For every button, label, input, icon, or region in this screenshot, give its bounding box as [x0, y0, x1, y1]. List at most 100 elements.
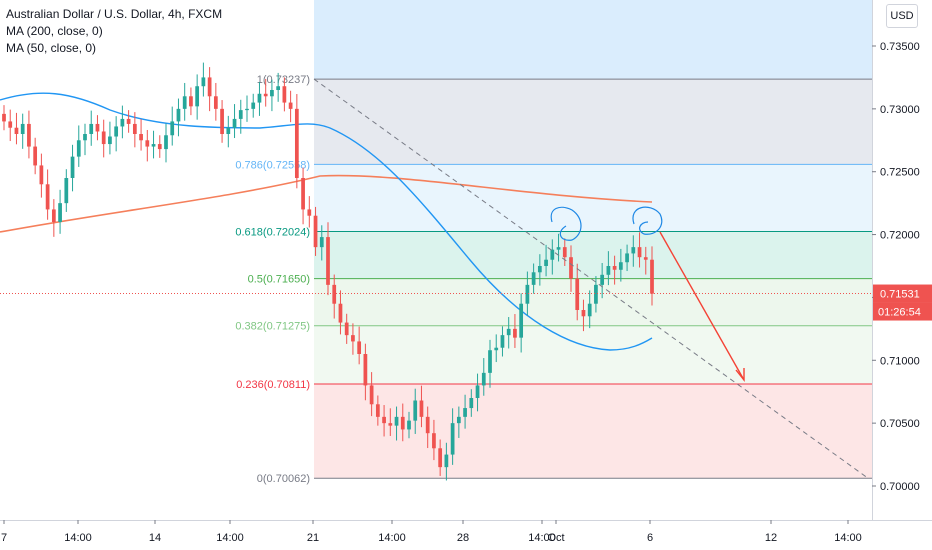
time-tick-label: 28 — [457, 532, 469, 544]
candle-body — [83, 134, 87, 141]
candle-body — [419, 400, 424, 417]
time-tick-label: 14:00 — [834, 532, 862, 544]
candle-body — [182, 96, 187, 109]
candle-body — [313, 215, 318, 248]
candle-body — [108, 136, 112, 145]
candle-body — [631, 247, 636, 254]
candle-body — [114, 126, 119, 137]
candle-body — [126, 118, 131, 124]
countdown-value: 01:26:54 — [878, 307, 921, 319]
projection-arrow[interactable] — [659, 231, 745, 381]
ma50-line[interactable] — [0, 92, 653, 351]
candle-body — [525, 284, 530, 304]
candle-body — [494, 347, 499, 351]
candle-body — [276, 86, 281, 90]
price-tick-label: 0.72000 — [880, 230, 920, 242]
candle-body — [319, 237, 324, 248]
time-axis[interactable] — [0, 520, 932, 550]
symbol-title[interactable]: Australian Dollar / U.S. Dollar, 4h, FXC… — [6, 7, 223, 21]
candle-body — [176, 108, 181, 122]
time-tick-label: 14:00 — [378, 532, 406, 544]
candle-body — [120, 118, 125, 127]
candle-body — [594, 284, 598, 304]
price-tick-label: 0.73000 — [880, 104, 920, 116]
candle-body — [513, 328, 517, 338]
candle-body — [238, 110, 243, 119]
fib-label-1: 1(0.73237) — [257, 74, 310, 86]
fib-zone-5 — [314, 384, 872, 479]
candle-body — [550, 249, 555, 260]
time-tick-label: 7 — [1, 532, 7, 544]
candle-body — [332, 284, 337, 304]
currency-button[interactable]: USD — [886, 4, 918, 28]
candle-body — [438, 448, 443, 468]
candle-body — [488, 350, 492, 373]
candle-body — [363, 354, 368, 386]
candle-body — [338, 303, 343, 323]
candle-body — [294, 108, 299, 178]
candle-body — [519, 303, 524, 338]
fib-label-0.382: 0.382(0.71275) — [235, 321, 310, 333]
candle-body — [307, 209, 312, 216]
candle-body — [226, 127, 231, 134]
candle-body — [220, 108, 224, 134]
marker-scribble-2[interactable] — [632, 206, 663, 235]
ma200-line[interactable] — [0, 174, 653, 233]
candle-body — [456, 416, 461, 424]
candle-body — [606, 266, 611, 275]
candle-body — [201, 77, 206, 87]
price-tick-label: 0.70500 — [880, 418, 920, 430]
trend-line[interactable] — [313, 78, 869, 479]
time-tick-label: 14 — [149, 532, 161, 544]
candle-body — [58, 203, 62, 222]
candle-body — [618, 262, 623, 270]
candle-body — [475, 385, 480, 398]
marker-scribble-1[interactable] — [550, 206, 582, 241]
countdown-badge — [873, 302, 932, 321]
candle-body — [145, 140, 150, 147]
indicator-ma50[interactable]: MA (50, close, 0) — [6, 41, 97, 55]
candle-body — [581, 310, 586, 317]
price-tick-label: 0.70000 — [880, 481, 920, 493]
candle-body — [506, 328, 511, 336]
candle-body — [388, 423, 393, 426]
candle-body — [463, 408, 467, 417]
time-tick-label: 21 — [307, 532, 319, 544]
candle-body — [139, 134, 143, 141]
candle-body — [432, 433, 436, 449]
candle-body — [556, 247, 561, 250]
fib-label-0: 0(0.70062) — [257, 473, 310, 485]
candle-body — [425, 416, 430, 434]
candle-body — [39, 165, 44, 185]
candle-body — [207, 77, 212, 97]
fib-label-0.618: 0.618(0.72024) — [235, 227, 310, 239]
candle-body — [232, 118, 237, 128]
last-price-badge — [873, 284, 932, 303]
candle-body — [500, 335, 505, 348]
time-tick-label: 14:00 — [216, 532, 244, 544]
candle-body — [562, 247, 567, 258]
candle-body — [351, 335, 355, 342]
indicator-ma200[interactable]: MA (200, close, 0) — [6, 24, 103, 38]
candle-body — [394, 416, 399, 426]
candle-body — [2, 113, 6, 122]
candle-body — [650, 259, 654, 294]
candle-body — [637, 247, 642, 258]
candle-body — [444, 454, 449, 468]
candle-body — [170, 121, 175, 136]
candle-body — [326, 237, 330, 285]
candle-body — [544, 259, 548, 266]
price-axis[interactable] — [872, 0, 932, 550]
candle-body — [251, 102, 256, 109]
candle-body — [89, 123, 94, 134]
time-tick-label: Oct — [547, 532, 564, 544]
candle-body — [270, 90, 274, 97]
candle-body — [643, 257, 648, 260]
candles — [2, 62, 654, 481]
fib-label-0.786: 0.786(0.72558) — [235, 159, 310, 171]
candle-body — [164, 135, 168, 150]
candle-body — [382, 416, 386, 424]
candle-body — [151, 144, 156, 147]
fib-zone-2 — [314, 231, 872, 279]
